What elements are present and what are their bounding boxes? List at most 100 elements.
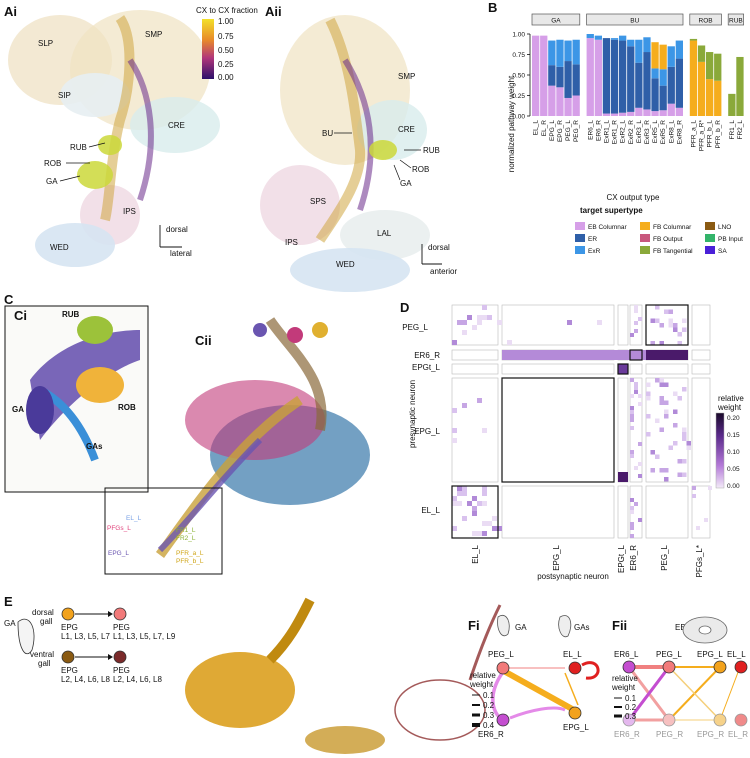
b-bar-segment	[556, 66, 564, 88]
d-cell	[630, 418, 634, 422]
b-x-tick-label: ExR8_R	[676, 120, 683, 145]
d-cell	[638, 518, 642, 522]
panel-ai: Ai SLP SMP SIP CRE RUB ROB GA IPS WED do…	[4, 4, 220, 267]
d-cell	[482, 486, 487, 491]
b-legend-label: LNO	[718, 224, 731, 231]
e-ventral-pre: EPG	[61, 666, 78, 675]
b-legend-swatch	[575, 222, 585, 230]
cii-label-2: EPG_L	[108, 550, 129, 557]
b-bar-segment	[610, 39, 619, 114]
b-bar-segment	[619, 112, 627, 116]
cii-bulb	[287, 327, 303, 343]
d-cbar-tick: 0.10	[727, 449, 740, 456]
d-cell	[630, 406, 634, 410]
d-cell-er6	[580, 350, 586, 360]
e-node-peg-ventral	[113, 650, 127, 664]
e-node-epg-ventral	[61, 650, 75, 664]
e-label-ventral-1: ventral	[30, 650, 54, 659]
aii-label-1: CRE	[398, 125, 415, 134]
ci-rub-blob	[77, 316, 113, 344]
d-cell	[634, 321, 638, 325]
d-cell-er6	[574, 350, 580, 360]
d-cell	[682, 318, 687, 323]
d-col-label: EL_L	[471, 544, 480, 563]
d-cell	[492, 526, 497, 531]
d-row-label: EPG_L	[414, 427, 440, 436]
d-col-label: EPG_L	[552, 544, 561, 570]
b-bar-segment	[675, 107, 683, 116]
b-group-header	[727, 13, 744, 26]
cii-label-5: PFR_a_L	[176, 550, 204, 557]
d-cell	[646, 432, 651, 437]
b-x-tick-label: EL_R	[541, 120, 548, 137]
b-y-tick-label: 0.00	[512, 114, 525, 121]
d-cell	[630, 333, 634, 337]
e-arrowhead	[108, 611, 113, 617]
e-dorsal-post-sub: L1, L3, L5, L7, L9	[113, 632, 176, 641]
b-bar-segment	[564, 61, 572, 98]
b-ylabel: normalized pathway weight	[507, 75, 516, 172]
cii-bulb	[253, 323, 267, 337]
colorbar-tick: 0.25	[218, 60, 234, 69]
cii-label-3: FR1_L	[176, 527, 196, 534]
aii-axis-anterior: anterior	[430, 267, 457, 276]
fii-node-epg-l	[713, 660, 727, 674]
sps-region	[260, 165, 340, 245]
b-bar-segment	[556, 87, 564, 116]
d-block	[501, 363, 615, 375]
e-epg-arbor	[305, 726, 385, 754]
fi-legend-value: 0.4	[483, 721, 495, 730]
d-cell	[650, 450, 655, 455]
d-cell	[664, 477, 669, 482]
b-bar-segment	[659, 85, 667, 111]
b-bar-segment	[675, 58, 683, 108]
d-cell	[704, 518, 708, 522]
d-col-label: PFGs_L*	[695, 545, 704, 577]
fi-self-loop	[581, 661, 600, 680]
b-group-header	[531, 13, 581, 26]
d-diagonal-outline	[617, 363, 629, 375]
colorbar-tick: 0.00	[218, 73, 234, 82]
fi-icon-ga: GA	[515, 623, 527, 632]
d-block	[645, 485, 689, 539]
e-label-dorsal-1: dorsal	[32, 608, 54, 617]
aii-label-8: IPS	[285, 238, 298, 247]
fii-node-er6-l	[622, 660, 636, 674]
d-cell	[630, 498, 634, 502]
d-cell-er6	[652, 350, 658, 360]
d-cell	[682, 436, 687, 441]
b-legend-label: EB Columnar	[588, 224, 627, 231]
d-cell	[668, 318, 673, 323]
ai-label-8: WED	[50, 243, 69, 252]
colorbar-a: CX to CX fraction 1.00 0.75 0.50 0.25 0.…	[196, 6, 258, 82]
b-legend-label: ExR	[588, 248, 601, 255]
d-cell	[630, 414, 634, 418]
b-x-tick-label: EL_L	[533, 120, 540, 136]
b-bar-segment	[651, 68, 659, 79]
b-bar-segment	[610, 38, 619, 40]
e-dorsal-pre: EPG	[61, 623, 78, 632]
b-bar-segment	[643, 109, 651, 116]
d-cell	[452, 496, 457, 501]
b-bar-segment	[548, 65, 556, 86]
b-x-tick-label: EPG_R	[557, 120, 564, 142]
fi-node-label: ER6_R	[478, 730, 504, 739]
b-x-tick-label: ExR5_L	[652, 120, 659, 144]
d-cell-er6	[508, 350, 514, 360]
neuron-cloud-purple	[342, 58, 374, 211]
fii-top-label: EPG_L	[697, 650, 723, 659]
e-ventral-post: PEG	[113, 666, 130, 675]
b-group-header	[586, 13, 684, 26]
d-cell	[477, 320, 482, 325]
d-cell	[452, 408, 457, 413]
aii-label-3: RUB	[423, 146, 440, 155]
fi-edge	[564, 672, 579, 706]
d-cell	[467, 501, 472, 506]
cii-label-6: PFR_b_L	[176, 558, 204, 565]
b-legend-swatch	[705, 222, 715, 230]
d-cell	[634, 382, 638, 386]
panel-letter-b: B	[488, 0, 497, 15]
d-row-label: EL_L	[421, 506, 440, 515]
d-block	[451, 363, 499, 375]
